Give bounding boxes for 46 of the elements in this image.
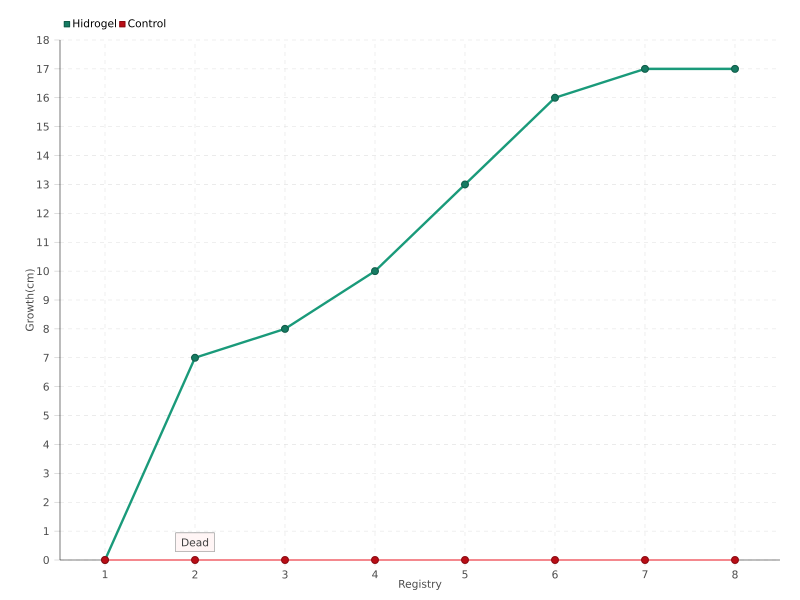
point	[730, 64, 739, 73]
y-tick-label: 15	[37, 122, 49, 131]
y-tick-label: 2	[44, 498, 49, 506]
legend-label: Control	[128, 19, 166, 28]
point	[550, 556, 559, 564]
y-tick-label: 11	[37, 238, 49, 246]
y-tick-label: 10	[37, 267, 49, 276]
y-tick-label: 5	[44, 412, 49, 420]
y-tick-label: 7	[44, 354, 49, 362]
x-axis-title: Registry	[399, 580, 442, 590]
point	[460, 180, 469, 188]
y-tick-label: 12	[37, 209, 49, 218]
x-tick-label: 6	[552, 570, 558, 578]
y-tick-label: 4	[43, 440, 49, 448]
y-axis-title: Growth(cm)	[25, 269, 35, 331]
y-tick-label: 8	[44, 324, 49, 333]
y-tick-label: 3	[44, 469, 49, 478]
y-tick-label: 6	[44, 382, 49, 391]
point	[550, 94, 559, 102]
point	[280, 556, 289, 564]
y-tick-label: 18	[37, 36, 49, 44]
x-tick-label: 4	[372, 570, 378, 578]
x-tick-label: 8	[732, 570, 738, 578]
y-tick-label: 1	[44, 527, 49, 535]
point	[191, 556, 199, 564]
legend-label: Hidrogel	[73, 19, 116, 30]
point	[460, 556, 469, 564]
y-tick-label: 14	[37, 152, 49, 160]
point	[371, 267, 379, 276]
y-tick-label: 13	[37, 180, 49, 188]
x-tick-label: 1	[102, 570, 108, 578]
x-tick-label: 7	[642, 570, 648, 578]
point	[640, 64, 649, 73]
point	[640, 556, 649, 564]
y-tick-label: 9	[43, 296, 49, 304]
y-tick-label: 17	[37, 64, 49, 73]
point	[730, 556, 739, 564]
x-tick-label: 5	[462, 570, 468, 578]
y-tick-label: 16	[37, 94, 49, 102]
x-tick-label: 3	[282, 570, 288, 578]
y-tick-label: 0	[44, 556, 49, 564]
point	[191, 354, 199, 362]
x-tick-label: 2	[192, 570, 198, 578]
point	[280, 324, 289, 333]
point	[371, 556, 379, 564]
annotation: Dead	[182, 538, 208, 546]
